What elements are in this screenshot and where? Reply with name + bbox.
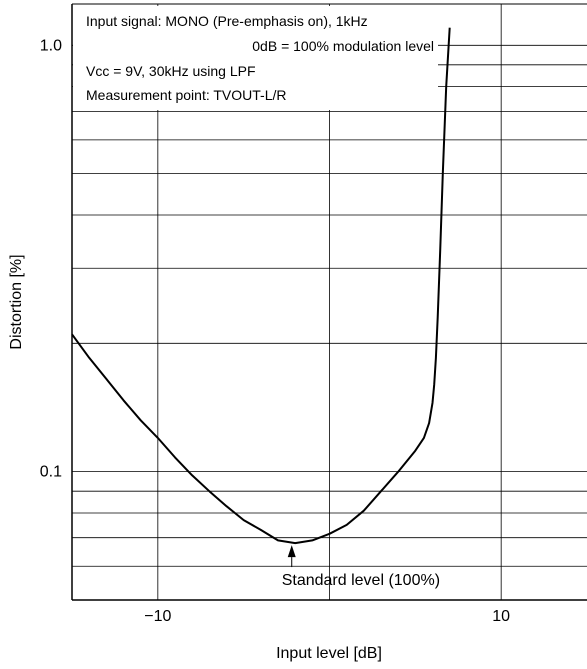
y-tick-label: 1.0 [40, 37, 62, 54]
standard-level-annotation: Standard level (100%) [282, 545, 440, 589]
standard-level-label: Standard level (100%) [282, 572, 440, 589]
note-input-signal: Input signal: MONO (Pre-emphasis on), 1k… [86, 13, 368, 29]
notes-background [73, 6, 438, 110]
x-tick-label: 10 [492, 608, 510, 625]
standard-level-arrow-icon [287, 545, 296, 558]
distortion-curve [71, 27, 451, 545]
y-axis-title: Distortion [%] [8, 254, 25, 349]
y-tick-label: 0.1 [40, 464, 62, 481]
x-axis-title: Input level [dB] [276, 645, 382, 662]
condition-notes: Input signal: MONO (Pre-emphasis on), 1k… [86, 13, 434, 103]
plot-frame [71, 3, 587, 601]
note-measurement-point: Measurement point: TVOUT-L/R [86, 87, 286, 103]
x-tick-label: −10 [144, 608, 171, 625]
note-vcc: Vcc = 9V, 30kHz using LPF [86, 63, 256, 79]
tick-labels: −10 10 0.1 1.0 [40, 37, 510, 625]
note-modulation-level: 0dB = 100% modulation level [252, 38, 434, 54]
series-layer [71, 27, 451, 545]
